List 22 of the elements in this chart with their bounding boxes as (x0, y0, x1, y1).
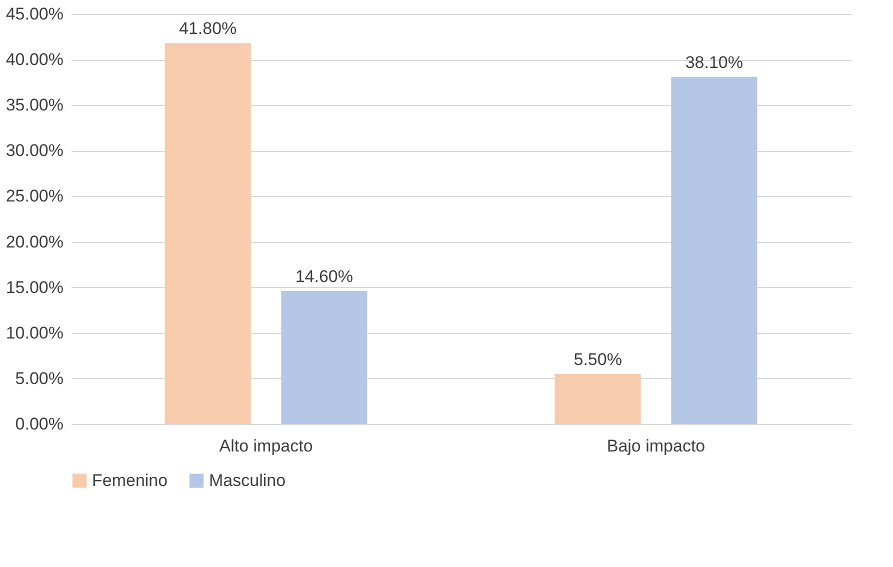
y-tick-label: 45.00% (6, 4, 64, 24)
y-tick-label: 25.00% (6, 186, 64, 206)
bar (671, 76, 758, 424)
legend-label: Femenino (92, 470, 168, 490)
legend-label: Masculino (209, 470, 286, 490)
data-label: 14.60% (295, 266, 354, 286)
y-tick-label: 15.00% (6, 278, 64, 297)
y-tick-label: 35.00% (6, 96, 64, 115)
y-tick-label: 10.00% (6, 323, 64, 342)
data-label: 5.50% (574, 350, 622, 369)
data-label: 41.80% (178, 19, 237, 38)
bar (554, 374, 641, 424)
y-tick-label: 0.00% (15, 414, 64, 434)
bar (164, 43, 251, 424)
x-tick-label: Alto impacto (219, 436, 313, 456)
bar (281, 290, 368, 424)
data-label: 38.10% (685, 52, 744, 72)
y-tick-label: 40.00% (6, 50, 64, 70)
y-tick-label: 5.00% (15, 368, 64, 388)
y-tick-label: 30.00% (6, 141, 64, 160)
y-tick-label: 20.00% (6, 232, 64, 252)
x-tick-label: Bajo impacto (606, 436, 706, 456)
